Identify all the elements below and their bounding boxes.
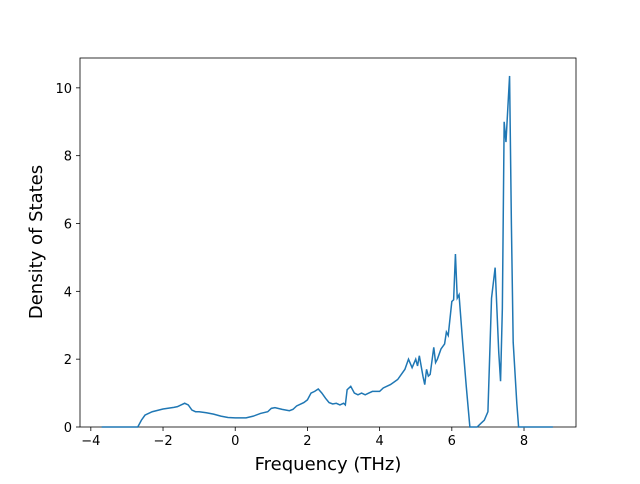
x-tick-label: −4 — [81, 434, 100, 449]
x-tick-label: −2 — [153, 434, 172, 449]
y-tick-label: 6 — [64, 218, 72, 233]
y-tick-label: 0 — [64, 421, 72, 436]
line — [101, 75, 553, 428]
y-tick-label: 4 — [64, 285, 72, 300]
x-tick-label: 6 — [448, 434, 456, 449]
plot-frame — [79, 57, 577, 428]
x-tick-label: 4 — [375, 434, 383, 449]
x-axis-label: Frequency (THz) — [255, 454, 402, 475]
y-tick-label: 10 — [55, 82, 72, 97]
x-tick-label: 2 — [303, 434, 311, 449]
y-axis-label: Density of States — [26, 165, 47, 319]
x-tick-label: 0 — [231, 434, 239, 449]
x-tick-label: 8 — [520, 434, 528, 449]
y-tick-label: 2 — [64, 353, 72, 368]
y-tick-label: 8 — [64, 150, 72, 165]
